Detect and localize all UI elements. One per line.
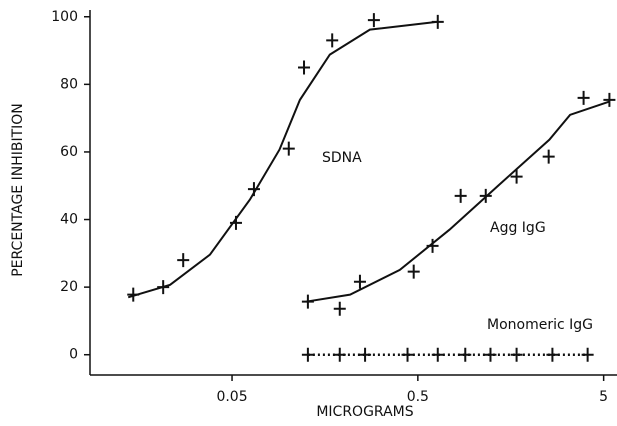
data-point (407, 264, 420, 279)
data-point (298, 60, 311, 75)
data-point (510, 347, 523, 362)
data-point (157, 280, 170, 295)
data-point (542, 149, 555, 164)
data-point (247, 182, 260, 197)
data-point (459, 347, 472, 362)
data-point (577, 90, 590, 105)
y-tick-label: 20 (60, 279, 78, 295)
data-point (546, 347, 559, 362)
data-point (426, 238, 439, 253)
data-point (401, 347, 414, 362)
y-tick-label: 0 (69, 347, 78, 363)
data-point (479, 188, 492, 203)
data-point (353, 274, 366, 289)
data-point (229, 215, 242, 230)
data-point (431, 347, 444, 362)
data-point (333, 347, 346, 362)
data-point (367, 13, 380, 28)
series-label: Agg IgG (490, 220, 546, 236)
y-tick-label: 60 (60, 144, 78, 160)
data-point (510, 169, 523, 184)
y-tick-label: 100 (51, 9, 78, 25)
data-point (359, 347, 372, 362)
data-point (484, 347, 497, 362)
data-point (454, 188, 467, 203)
x-tick-label: 0.5 (407, 389, 429, 405)
x-tick-label: 5 (599, 389, 608, 405)
data-point (326, 33, 339, 48)
data-point (581, 347, 594, 362)
series-label: SDNA (322, 150, 362, 166)
series-label: Monomeric IgG (487, 317, 593, 333)
data-point (431, 14, 444, 29)
y-tick-label: 80 (60, 76, 78, 92)
data-point (177, 253, 190, 268)
data-point (301, 347, 314, 362)
x-axis-label: MICROGRAMS (316, 404, 413, 420)
data-point (282, 141, 295, 156)
y-axis-label: PERCENTAGE INHIBITION (10, 103, 26, 277)
data-point (333, 301, 346, 316)
data-point (603, 92, 616, 107)
data-point (301, 294, 314, 309)
fit-curve (305, 100, 610, 303)
fit-curve (127, 20, 438, 299)
data-point (127, 287, 140, 302)
x-tick-label: 0.05 (216, 389, 247, 405)
y-tick-label: 40 (60, 212, 78, 228)
